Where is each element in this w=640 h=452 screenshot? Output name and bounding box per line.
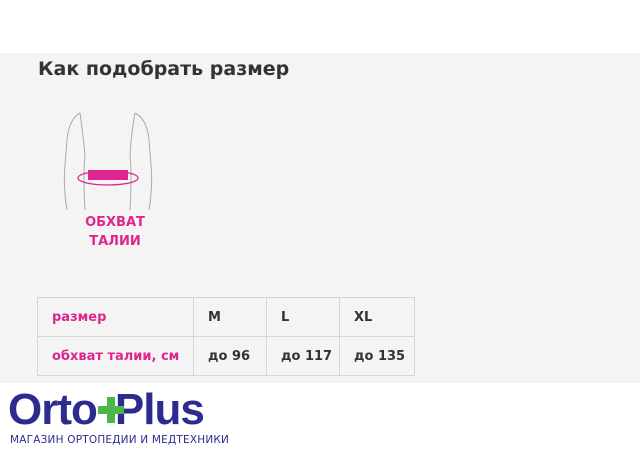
size-cell: XL	[339, 297, 415, 337]
logo-text-left: Orto	[8, 385, 98, 434]
waist-measurement-figure-icon	[63, 112, 153, 211]
waist-cell: до 117	[266, 336, 340, 376]
figure-label-line2: ТАЛИИ	[89, 234, 141, 249]
size-cell: M	[193, 297, 267, 337]
waist-cell: до 135	[339, 336, 415, 376]
table-row: размер M L XL	[37, 297, 415, 337]
size-cell: L	[266, 297, 340, 337]
table-row: обхват талии, см до 96 до 117 до 135	[37, 336, 415, 376]
section-title: Как подобрать размер	[38, 58, 290, 80]
figure-label: ОБХВАТ ТАЛИИ	[60, 213, 170, 251]
figure-label-line1: ОБХВАТ	[85, 215, 145, 230]
size-table: размер M L XL обхват талии, см до 96 до …	[37, 297, 415, 376]
waist-cell: до 96	[193, 336, 267, 376]
medical-cross-icon	[97, 397, 124, 423]
waist-header: обхват талии, см	[37, 336, 194, 376]
size-header: размер	[37, 297, 194, 337]
logo-text-right: lus	[143, 385, 205, 434]
logo-tagline: МАГАЗИН ОРТОПЕДИИ И МЕДТЕХНИКИ	[10, 434, 230, 446]
